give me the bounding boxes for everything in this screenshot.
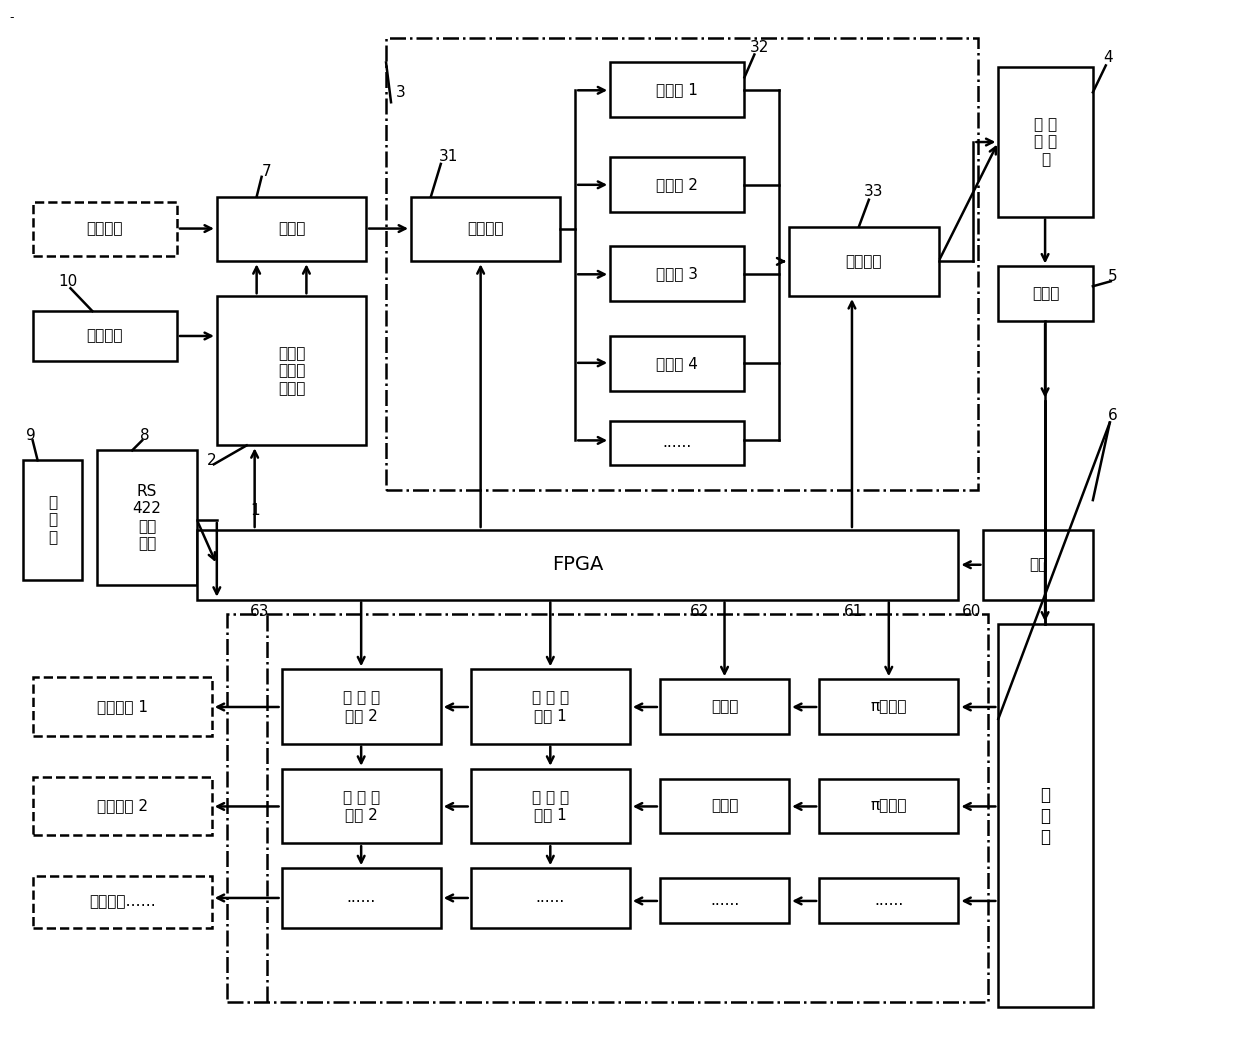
Text: 4: 4	[1104, 50, 1112, 65]
Text: 本振信号: 本振信号	[87, 221, 123, 237]
Bar	[217, 296, 366, 445]
Text: 31: 31	[439, 149, 459, 164]
Bar	[660, 778, 789, 834]
Text: 射频输出 1: 射频输出 1	[97, 699, 148, 714]
Bar	[32, 311, 177, 361]
Text: 63: 63	[250, 604, 269, 619]
Bar	[410, 197, 560, 262]
Bar	[281, 769, 440, 843]
Text: 射频开关: 射频开关	[846, 254, 882, 269]
Bar	[983, 530, 1092, 600]
Text: 功
分
器: 功 分 器	[1040, 786, 1050, 846]
Bar	[610, 62, 744, 117]
Text: -: -	[9, 11, 14, 24]
Text: 32: 32	[750, 40, 769, 55]
Bar	[32, 677, 212, 736]
Text: 3: 3	[396, 85, 405, 100]
Text: 射频输出……: 射频输出……	[89, 895, 155, 909]
Text: 参考频率: 参考频率	[87, 328, 123, 344]
Bar	[22, 460, 82, 579]
Text: 9: 9	[26, 428, 36, 443]
Text: 6: 6	[1107, 408, 1117, 424]
Bar	[98, 450, 197, 584]
Text: 射频输出 2: 射频输出 2	[97, 798, 148, 814]
Text: 数 控 衰
减器 1: 数 控 衰 减器 1	[532, 690, 569, 722]
Text: ......: ......	[711, 893, 739, 908]
Bar	[610, 157, 744, 212]
Bar	[610, 336, 744, 390]
Text: 温 补
衰 减
器: 温 补 衰 减 器	[1034, 117, 1058, 167]
Text: ......: ......	[346, 891, 376, 905]
Bar	[32, 876, 212, 928]
Bar	[998, 625, 1092, 1007]
Text: 2: 2	[207, 453, 217, 468]
Text: 33: 33	[864, 185, 884, 199]
Text: 射频开关: 射频开关	[467, 221, 503, 237]
Bar	[386, 37, 978, 490]
Text: 8: 8	[140, 428, 150, 443]
Bar	[471, 670, 630, 744]
Bar	[820, 679, 959, 734]
Bar	[998, 67, 1092, 217]
Text: 滤波器 4: 滤波器 4	[656, 356, 698, 371]
Text: 7: 7	[262, 164, 272, 180]
Text: π衰减器: π衰减器	[870, 699, 906, 714]
Bar	[227, 614, 988, 1003]
Bar	[610, 246, 744, 301]
Bar	[471, 868, 630, 928]
Text: 放大器: 放大器	[1032, 286, 1059, 301]
Bar	[281, 670, 440, 744]
Bar	[471, 769, 630, 843]
Bar	[789, 226, 939, 296]
Bar	[281, 868, 440, 928]
Text: 滤波器 3: 滤波器 3	[656, 267, 698, 281]
Text: ......: ......	[662, 435, 692, 450]
Text: 61: 61	[844, 604, 863, 619]
Text: ......: ......	[536, 891, 565, 905]
Text: 放大器: 放大器	[711, 798, 738, 814]
Text: 数 控 衰
减器 1: 数 控 衰 减器 1	[532, 790, 569, 822]
Bar	[197, 530, 959, 600]
Bar	[610, 420, 744, 465]
Text: 10: 10	[58, 274, 77, 289]
Text: RS
422
接口
电路: RS 422 接口 电路	[133, 484, 161, 551]
Text: 数 控 衰
减器 2: 数 控 衰 减器 2	[342, 690, 379, 722]
Text: 上
位
机: 上 位 机	[48, 495, 57, 545]
Text: 60: 60	[962, 604, 981, 619]
Text: FPGA: FPGA	[552, 555, 604, 574]
Text: ......: ......	[874, 893, 904, 908]
Text: 滤波器 2: 滤波器 2	[656, 176, 698, 192]
Text: 1: 1	[249, 502, 259, 518]
Bar	[820, 778, 959, 834]
Bar	[660, 679, 789, 734]
Text: π衰减器: π衰减器	[870, 798, 906, 814]
Text: 直接数
字频率
合成器: 直接数 字频率 合成器	[278, 346, 305, 395]
Text: 5: 5	[1109, 269, 1117, 283]
Text: 放大器: 放大器	[711, 699, 738, 714]
Text: 62: 62	[689, 604, 709, 619]
Bar	[217, 197, 366, 262]
Bar	[32, 776, 212, 836]
Text: 数 控 衰
减器 2: 数 控 衰 减器 2	[342, 790, 379, 822]
Bar	[32, 201, 177, 256]
Bar	[820, 878, 959, 923]
Text: 时钟: 时钟	[1029, 557, 1048, 572]
Text: 滤波器 1: 滤波器 1	[656, 82, 698, 98]
Bar	[998, 267, 1092, 321]
Text: 混频器: 混频器	[278, 221, 305, 237]
Bar	[660, 878, 789, 923]
